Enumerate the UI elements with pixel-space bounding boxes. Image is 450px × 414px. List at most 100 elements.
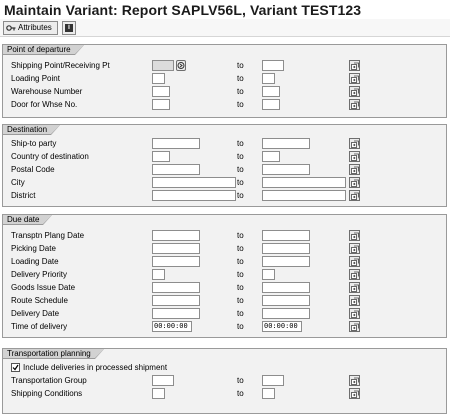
multiple-selection-icon	[351, 179, 359, 187]
multiple-selection-button[interactable]	[349, 164, 360, 175]
application-toolbar: Attributes i	[0, 19, 450, 37]
loading-date-from-input[interactable]	[152, 256, 200, 267]
row-shipping-point: Shipping Point/Receiving Pt to	[3, 60, 448, 72]
multiple-selection-icon	[351, 75, 359, 83]
row-time-of-delivery: Time of delivery 00:00:00 to 00:00:00	[3, 321, 448, 333]
goods-issue-date-to-input[interactable]	[262, 282, 310, 293]
to-label: to	[237, 296, 244, 305]
row-include-deliveries: Include deliveries in processed shipment	[3, 362, 448, 374]
multiple-selection-button[interactable]	[349, 86, 360, 97]
multiple-selection-button[interactable]	[349, 295, 360, 306]
to-label: to	[237, 231, 244, 240]
picking-date-from-input[interactable]	[152, 243, 200, 254]
city-to-input[interactable]	[262, 177, 346, 188]
field-label: Transportation Group	[11, 376, 87, 385]
multiple-selection-icon	[351, 88, 359, 96]
multiple-selection-button[interactable]	[349, 388, 360, 399]
multiple-selection-button[interactable]	[349, 269, 360, 280]
group-point-of-departure: Point of departure Shipping Point/Receiv…	[2, 44, 447, 118]
multiple-selection-button[interactable]	[349, 138, 360, 149]
multiple-selection-button[interactable]	[349, 73, 360, 84]
transptn-date-from-input[interactable]	[152, 230, 200, 241]
multiple-selection-button[interactable]	[349, 177, 360, 188]
delivery-priority-from-input[interactable]	[152, 269, 165, 280]
multiple-selection-button[interactable]	[349, 256, 360, 267]
multiple-selection-icon	[351, 62, 359, 70]
to-label: to	[237, 244, 244, 253]
door-to-input[interactable]	[262, 99, 280, 110]
multiple-selection-button[interactable]	[349, 151, 360, 162]
field-label: Route Schedule	[11, 296, 68, 305]
page-title: Maintain Variant: Report SAPLV56L, Varia…	[4, 2, 362, 18]
district-to-input[interactable]	[262, 190, 346, 201]
to-label: to	[237, 257, 244, 266]
field-label: Country of destination	[11, 152, 89, 161]
loading-date-to-input[interactable]	[262, 256, 310, 267]
to-label: to	[237, 100, 244, 109]
multiple-selection-icon	[351, 390, 359, 398]
time-of-delivery-to-input[interactable]: 00:00:00	[262, 321, 302, 332]
row-shipping-conditions: Shipping Conditions to	[3, 388, 448, 400]
transptn-date-to-input[interactable]	[262, 230, 310, 241]
postal-code-from-input[interactable]	[152, 164, 200, 175]
checkmark-icon	[12, 364, 19, 371]
include-deliveries-checkbox[interactable]	[11, 363, 20, 372]
multiple-selection-icon	[351, 140, 359, 148]
field-label: Goods Issue Date	[11, 283, 76, 292]
country-from-input[interactable]	[152, 151, 170, 162]
route-schedule-to-input[interactable]	[262, 295, 310, 306]
multiple-selection-button[interactable]	[349, 99, 360, 110]
shipping-conditions-to-input[interactable]	[262, 388, 275, 399]
row-door-for-whse: Door for Whse No. to	[3, 99, 448, 111]
warehouse-number-to-input[interactable]	[262, 86, 280, 97]
city-from-input[interactable]	[152, 177, 236, 188]
multiple-selection-button[interactable]	[349, 321, 360, 332]
field-label: Delivery Date	[11, 309, 60, 318]
ship-to-party-to-input[interactable]	[262, 138, 310, 149]
multiple-selection-button[interactable]	[349, 60, 360, 71]
loading-point-from-input[interactable]	[152, 73, 165, 84]
multiple-selection-button[interactable]	[349, 308, 360, 319]
row-picking-date: Picking Date to	[3, 243, 448, 255]
route-schedule-from-input[interactable]	[152, 295, 200, 306]
row-country-of-destination: Country of destination to	[3, 151, 448, 163]
picking-date-to-input[interactable]	[262, 243, 310, 254]
country-to-input[interactable]	[262, 151, 280, 162]
transportation-group-to-input[interactable]	[262, 375, 284, 386]
to-label: to	[237, 322, 244, 331]
loading-point-to-input[interactable]	[262, 73, 275, 84]
multiple-selection-icon	[351, 284, 359, 292]
door-from-input[interactable]	[152, 99, 170, 110]
search-help-button[interactable]	[176, 60, 186, 71]
info-button[interactable]: i	[62, 21, 76, 35]
to-label: to	[237, 74, 244, 83]
time-of-delivery-from-input[interactable]: 00:00:00	[152, 321, 192, 332]
to-label: to	[237, 61, 244, 70]
to-label: to	[237, 178, 244, 187]
to-label: to	[237, 87, 244, 96]
attributes-label: Attributes	[18, 23, 52, 32]
delivery-date-to-input[interactable]	[262, 308, 310, 319]
ship-to-party-from-input[interactable]	[152, 138, 200, 149]
multiple-selection-button[interactable]	[349, 190, 360, 201]
row-route-schedule: Route Schedule to	[3, 295, 448, 307]
attributes-button[interactable]: Attributes	[3, 21, 58, 35]
multiple-selection-button[interactable]	[349, 243, 360, 254]
to-label: to	[237, 389, 244, 398]
multiple-selection-icon	[351, 310, 359, 318]
postal-code-to-input[interactable]	[262, 164, 310, 175]
to-label: to	[237, 283, 244, 292]
shipping-point-from-input[interactable]	[152, 60, 174, 71]
warehouse-number-from-input[interactable]	[152, 86, 170, 97]
row-goods-issue-date: Goods Issue Date to	[3, 282, 448, 294]
delivery-date-from-input[interactable]	[152, 308, 200, 319]
goods-issue-date-from-input[interactable]	[152, 282, 200, 293]
multiple-selection-button[interactable]	[349, 282, 360, 293]
delivery-priority-to-input[interactable]	[262, 269, 275, 280]
multiple-selection-button[interactable]	[349, 375, 360, 386]
multiple-selection-button[interactable]	[349, 230, 360, 241]
shipping-point-to-input[interactable]	[262, 60, 284, 71]
transportation-group-from-input[interactable]	[152, 375, 174, 386]
district-from-input[interactable]	[152, 190, 236, 201]
shipping-conditions-from-input[interactable]	[152, 388, 165, 399]
